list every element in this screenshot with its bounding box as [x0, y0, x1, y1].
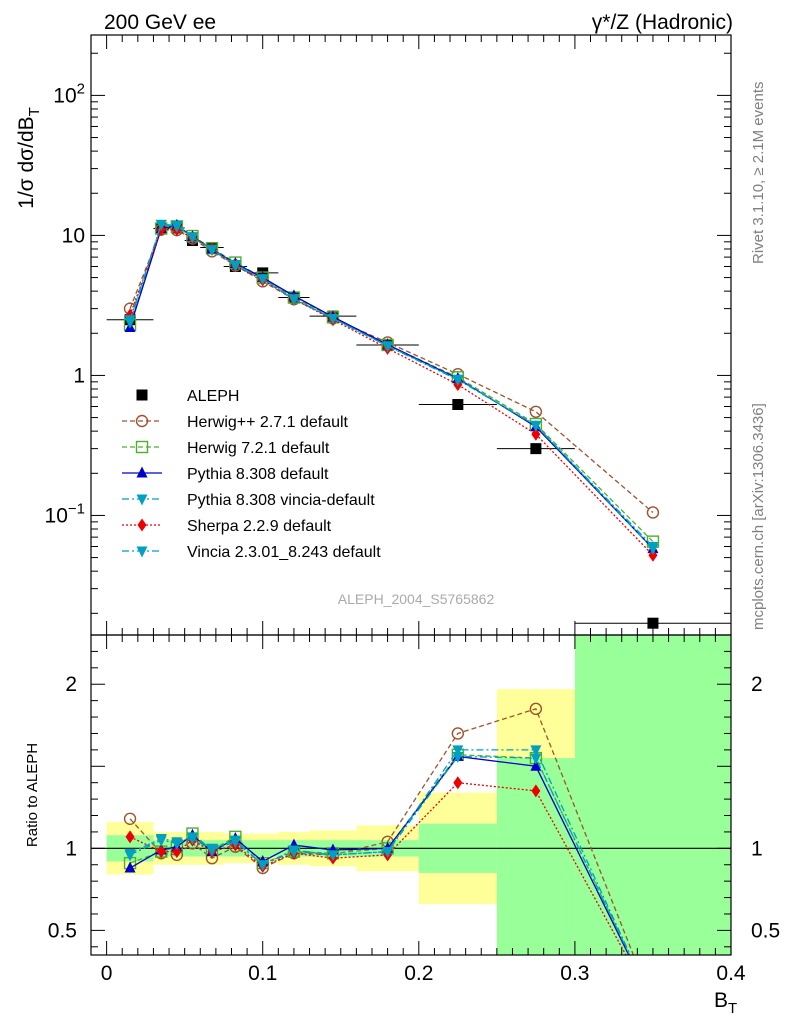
ratio-point [452, 745, 464, 757]
ratio-point [229, 837, 241, 849]
main-point [452, 398, 464, 410]
ratio-point [206, 845, 218, 857]
ratio-series-5 [124, 745, 632, 955]
header-left: 200 GeV ee [104, 11, 216, 34]
ratio-point [125, 830, 135, 844]
main-point [648, 548, 658, 562]
main-ylabel: 1/σ dσ/dBT [15, 107, 43, 209]
main-point [155, 219, 167, 231]
ratio-line-0 [129, 708, 635, 955]
main-y-tick-exp: −1 [68, 500, 85, 517]
ratio-point [453, 776, 463, 790]
main-point [206, 245, 218, 257]
main-point [229, 260, 241, 272]
main-y-tick-label: 102 [53, 80, 85, 107]
main-point [530, 443, 542, 455]
ratio-point [257, 860, 269, 872]
legend-marker [136, 466, 148, 478]
main-ylabel-text: 1/σ dσ/dB [15, 116, 38, 208]
ratio-point [124, 850, 136, 862]
main-point [452, 375, 464, 387]
legend: ALEPH Herwig++ 2.7.1 default Herwig 7.2.1 … [122, 388, 381, 561]
main-point [647, 544, 659, 556]
ratio-y-tick-label-left: 0.5 [48, 919, 77, 942]
main-point [646, 506, 660, 519]
main-y-tick-label: 10 [62, 224, 85, 247]
x-tick-label: 0.1 [248, 962, 277, 985]
main-point [529, 405, 543, 418]
legend-label: Pythia 8.308 default [187, 466, 329, 483]
ratio-frame [90, 634, 732, 956]
ratio-ylabel: Ratio to ALEPH [24, 743, 41, 847]
main-point [186, 232, 198, 244]
legend-marker [136, 546, 148, 558]
main-y-tick-base: 10 [53, 84, 76, 107]
legend-label: Herwig 7.2.1 default [187, 440, 330, 457]
main-point [530, 420, 542, 432]
ratio-point [186, 833, 198, 845]
main-point [382, 341, 394, 353]
main-y-tick-label: 1 [73, 364, 85, 387]
ratio-point [171, 838, 183, 850]
legend-marker [136, 389, 148, 401]
x-tick-label: 0 [101, 962, 113, 985]
legend-label: Pythia 8.308 vincia-default [187, 492, 375, 509]
header-right: γ*/Z (Hadronic) [592, 11, 733, 34]
main-series-layer [106, 218, 731, 629]
main-y-tick-label: 10−1 [45, 500, 85, 527]
x-tick-label: 0.4 [716, 962, 746, 985]
legend-label: Herwig++ 2.7.1 default [187, 414, 349, 431]
main-point [327, 314, 339, 326]
ratio-y-tick-label-right: 2 [751, 673, 763, 696]
ratio-point [451, 727, 465, 740]
ratio-point [530, 745, 542, 757]
ratio-point [530, 759, 542, 771]
main-y-tick-exp: 2 [77, 80, 85, 97]
main-ylabel-sub: T [26, 107, 43, 116]
ratio-y-tick-label-left: 1 [65, 837, 77, 860]
legend-marker [137, 518, 147, 532]
main-point [647, 617, 659, 629]
legend-marker [136, 494, 148, 506]
legend-marker [135, 440, 149, 454]
analysis-id: ALEPH_2004_S5765862 [338, 591, 495, 607]
legend-label: Sherpa 2.2.9 default [187, 518, 332, 535]
ratio-uncertainty-bands [91, 635, 731, 955]
main-y-tick-base: 10 [45, 504, 68, 527]
ratio-point [288, 847, 300, 859]
legend-marker [135, 414, 149, 428]
x-axis-label: BT [714, 989, 737, 1017]
ratio-point [155, 835, 167, 847]
main-point [171, 221, 183, 233]
ratio-point [172, 845, 182, 859]
main-point [257, 274, 269, 286]
main-point [124, 315, 136, 327]
main-point [288, 294, 300, 306]
mcplots-label: mcplots.cern.ch [arXiv:1306.3436] [750, 403, 767, 630]
main-point [531, 427, 541, 441]
x-tick-label: 0.2 [404, 962, 433, 985]
ratio-y-tick-label-right: 0.5 [751, 919, 780, 942]
legend-label: ALEPH [187, 388, 239, 405]
main-series-6 [124, 219, 659, 556]
stat-band [574, 635, 731, 955]
ratio-point [123, 812, 137, 825]
ratio-point [529, 702, 543, 716]
ratio-series-layer [123, 702, 635, 955]
x-axis-label-sub: T [728, 1000, 737, 1017]
rivet-label: Rivet 3.1.10, ≥ 2.1M events [750, 82, 767, 265]
ratio-point [382, 847, 394, 859]
ratio-point [124, 861, 136, 873]
ratio-y-tick-label-right: 1 [751, 837, 763, 860]
ratio-point [531, 784, 541, 798]
ratio-y-tick-label-left: 2 [65, 673, 77, 696]
legend-label: Vincia 2.3.01_8.243 default [187, 544, 381, 561]
ratio-point [327, 850, 339, 862]
x-tick-label: 0.3 [560, 962, 589, 985]
x-axis-label-text: B [714, 989, 728, 1012]
ratio-point [156, 845, 166, 859]
